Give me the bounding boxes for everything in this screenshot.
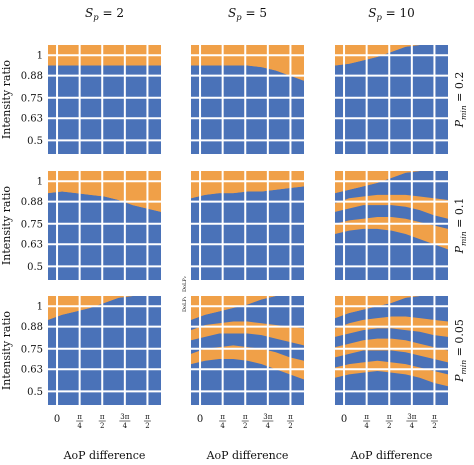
- y-tick-label: 1: [37, 302, 43, 313]
- svg-text:π: π: [220, 413, 225, 421]
- region-orange: [335, 360, 448, 387]
- column-title: Sp = 2: [85, 6, 124, 22]
- x-axis-label: AoP difference: [206, 449, 289, 462]
- x-tick-label: π4: [219, 413, 227, 430]
- x-tick-label: π2: [98, 413, 106, 430]
- x-tick-label: π2: [286, 413, 294, 430]
- row-title: Pmin = 0.2: [453, 72, 468, 129]
- region-orange: [191, 296, 304, 320]
- x-axis-label: AoP difference: [63, 449, 146, 462]
- region-orange: [335, 171, 448, 194]
- svg-text:2: 2: [145, 422, 149, 430]
- panel-r2-c0: [48, 296, 161, 405]
- y-axis-label: Intensity ratio: [0, 311, 13, 390]
- y-tick-label: 1: [37, 51, 43, 62]
- region-orange: [191, 45, 304, 81]
- y-tick-label: 1: [37, 177, 43, 188]
- y-tick-label: 0.5: [27, 262, 43, 273]
- svg-text:2: 2: [100, 422, 104, 430]
- svg-text:4: 4: [266, 422, 271, 430]
- panel-r2-c1: [191, 296, 304, 405]
- y-tick-label: 0.5: [27, 136, 43, 147]
- svg-text:2: 2: [243, 422, 247, 430]
- svg-text:2: 2: [387, 422, 391, 430]
- x-tick-label: 0: [54, 414, 60, 425]
- y-axis-label: Intensity ratio: [0, 60, 13, 139]
- svg-text:4: 4: [410, 422, 415, 430]
- y-tick-label: 0.63: [21, 114, 43, 125]
- column-title: Sp = 10: [368, 6, 415, 22]
- column-title: Sp = 5: [228, 6, 267, 22]
- panel-r0-c1: [191, 45, 304, 154]
- svg-text:4: 4: [123, 422, 128, 430]
- panel-r0-c2: [335, 45, 448, 154]
- region-orange: [335, 296, 448, 319]
- svg-text:π: π: [364, 413, 369, 421]
- svg-text:π: π: [145, 413, 150, 421]
- svg-text:4: 4: [364, 422, 369, 430]
- y-tick-label: 0.88: [21, 322, 43, 333]
- svg-text:4: 4: [220, 422, 225, 430]
- x-tick-label: π2: [385, 413, 393, 430]
- x-tick-label: π4: [363, 413, 371, 430]
- y-tick-label: 0.75: [21, 219, 43, 230]
- row-title: Pmin = 0.05: [453, 319, 468, 383]
- panel-r0-c0: [48, 45, 161, 154]
- svg-text:π: π: [243, 413, 248, 421]
- y-tick-label: 0.63: [21, 365, 43, 376]
- region-blue: [335, 45, 448, 154]
- region-orange: [191, 345, 304, 380]
- y-tick-label: 0.75: [21, 344, 43, 355]
- svg-text:2: 2: [288, 422, 292, 430]
- y-tick-label: 0.88: [21, 71, 43, 82]
- overlay-label-dolp1: DoLP₁: [182, 296, 188, 312]
- region-blue: [48, 296, 161, 405]
- svg-text:π: π: [432, 413, 437, 421]
- svg-text:π: π: [288, 413, 293, 421]
- x-tick-label: 0: [341, 414, 347, 425]
- svg-text:3π: 3π: [120, 413, 129, 421]
- svg-text:3π: 3π: [407, 413, 416, 421]
- y-tick-label: 0.75: [21, 93, 43, 104]
- svg-text:3π: 3π: [263, 413, 272, 421]
- panel-r1-c1: [191, 171, 304, 280]
- region-orange: [48, 296, 161, 320]
- x-tick-label: π2: [143, 413, 151, 430]
- region-orange: [335, 45, 448, 66]
- overlay-label-dolp2: DoLP₂: [182, 276, 188, 292]
- svg-text:2: 2: [432, 422, 436, 430]
- x-tick-label: π4: [76, 413, 84, 430]
- x-tick-label: π2: [241, 413, 249, 430]
- panel-r2-c2: [335, 296, 448, 405]
- y-tick-label: 0.5: [27, 387, 43, 398]
- region-orange: [191, 171, 304, 199]
- svg-text:π: π: [387, 413, 392, 421]
- region-orange: [335, 338, 448, 363]
- panel-r1-c2: [335, 171, 448, 280]
- x-tick-label: 3π4: [262, 413, 274, 430]
- x-axis-label: AoP difference: [350, 449, 433, 462]
- panel-r1-c0: [48, 171, 161, 280]
- y-tick-label: 0.88: [21, 197, 43, 208]
- x-tick-label: 3π4: [119, 413, 131, 430]
- svg-text:π: π: [77, 413, 82, 421]
- y-axis-label: Intensity ratio: [0, 186, 13, 265]
- svg-text:π: π: [100, 413, 105, 421]
- x-tick-label: 0: [197, 414, 203, 425]
- x-tick-label: 3π4: [406, 413, 418, 430]
- y-tick-label: 0.63: [21, 240, 43, 251]
- region-orange: [335, 216, 448, 250]
- svg-text:4: 4: [77, 422, 82, 430]
- x-tick-label: π2: [430, 413, 438, 430]
- row-title: Pmin = 0.1: [453, 198, 468, 255]
